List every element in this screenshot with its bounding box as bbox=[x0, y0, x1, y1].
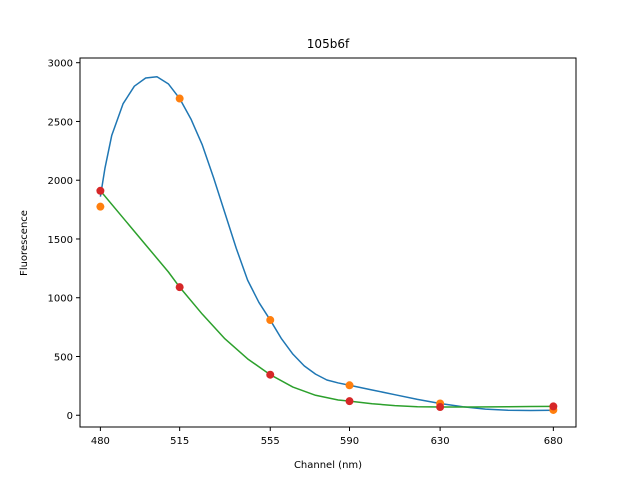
series-1-point bbox=[345, 381, 354, 390]
y-tick-label: 3000 bbox=[48, 59, 73, 70]
series-2-point bbox=[96, 186, 105, 195]
series-1-point bbox=[175, 94, 184, 103]
y-tick-label: 2000 bbox=[48, 176, 73, 187]
x-tick-label: 630 bbox=[431, 436, 450, 447]
chart-title: 105b6f bbox=[307, 37, 350, 51]
plot-frame bbox=[79, 57, 577, 428]
y-tick-label: 1500 bbox=[48, 235, 73, 246]
x-axis-label: Channel (nm) bbox=[294, 460, 362, 471]
x-tick-label: 590 bbox=[340, 436, 359, 447]
series-1-point bbox=[96, 202, 105, 211]
y-tick-label: 2500 bbox=[48, 117, 73, 128]
y-tick-label: 500 bbox=[54, 352, 73, 363]
series-2-point bbox=[175, 283, 184, 292]
x-tick-label: 480 bbox=[91, 436, 110, 447]
y-tick-label: 0 bbox=[67, 411, 73, 422]
series-2-point bbox=[266, 370, 275, 379]
x-tick-label: 515 bbox=[170, 436, 189, 447]
series-layer bbox=[96, 76, 558, 414]
axes-layer: 480 515 555 590 630 680 0 500 1000 1500 2000 2500 30… bbox=[48, 59, 563, 447]
y-axis-label: Fluorescence bbox=[19, 210, 30, 276]
series-2-point bbox=[549, 402, 558, 411]
y-tick-label: 1000 bbox=[48, 294, 73, 305]
series-2-point bbox=[436, 403, 445, 412]
series-2-line bbox=[99, 190, 554, 408]
series-2-point bbox=[345, 397, 354, 406]
x-tick-label: 555 bbox=[261, 436, 280, 447]
x-tick-label: 680 bbox=[544, 436, 563, 447]
series-1-point bbox=[266, 316, 275, 325]
